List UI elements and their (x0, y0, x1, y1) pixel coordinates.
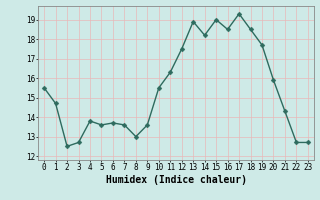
X-axis label: Humidex (Indice chaleur): Humidex (Indice chaleur) (106, 175, 246, 185)
